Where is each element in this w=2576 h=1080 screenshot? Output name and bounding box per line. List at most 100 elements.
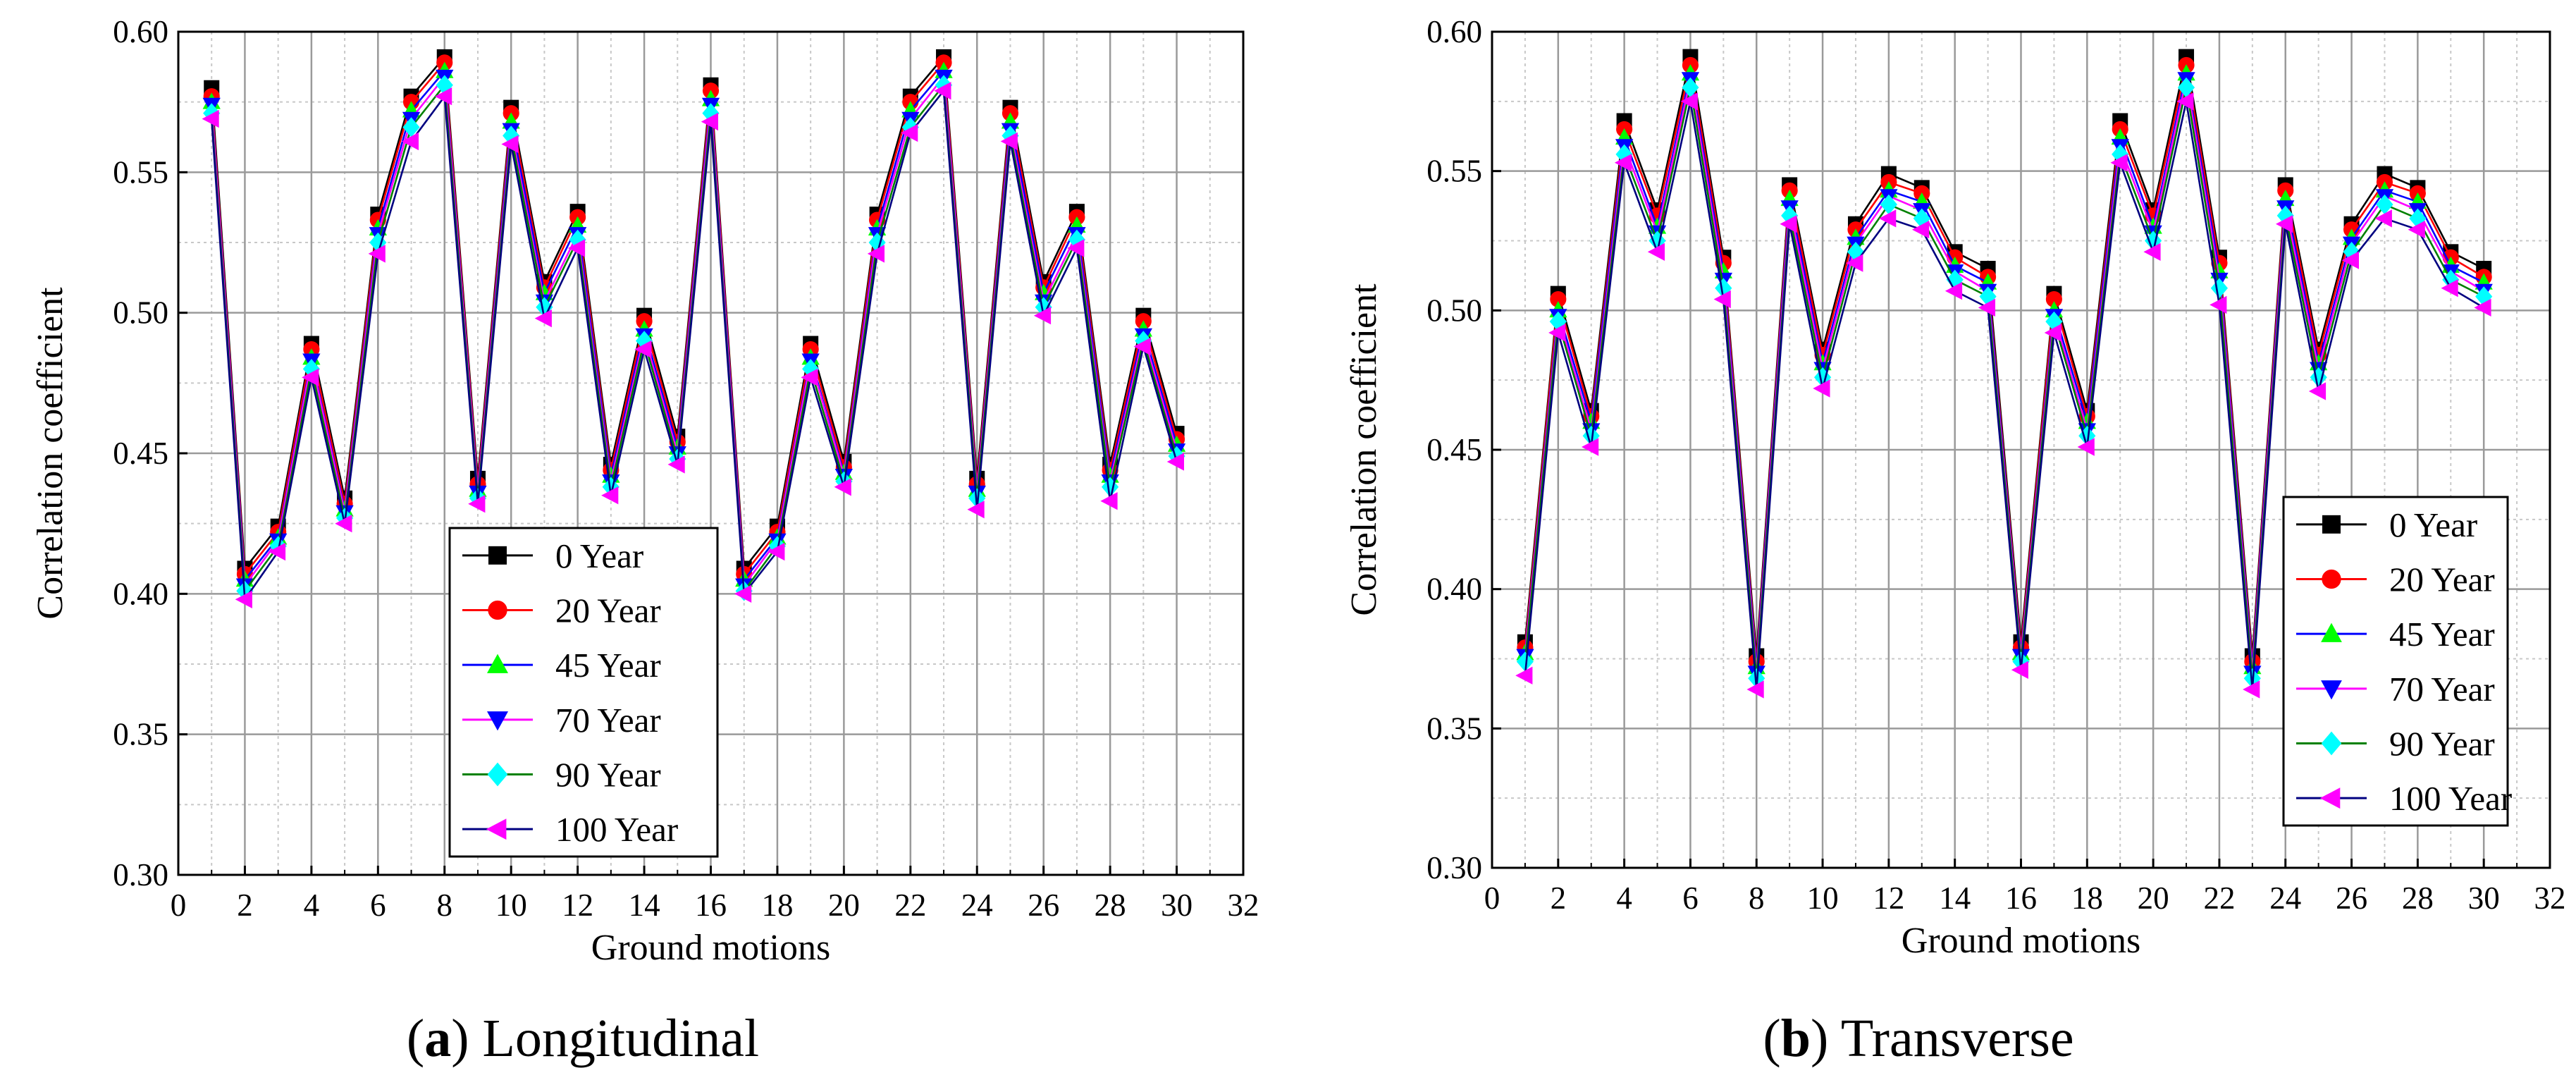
y-tick-label: 0.35 xyxy=(113,717,168,752)
data-point-100-year xyxy=(2110,154,2128,172)
data-point-100-year xyxy=(268,542,286,561)
x-tick-label: 26 xyxy=(1028,888,1059,923)
legend-label-90-year: 90 Year xyxy=(2389,725,2495,763)
data-point-100-year xyxy=(2374,209,2392,228)
data-point-100-year xyxy=(2474,298,2491,317)
data-point-90-year xyxy=(1002,125,1019,146)
x-tick-label: 4 xyxy=(304,888,320,923)
data-point-90-year xyxy=(402,117,420,137)
x-tick-label: 6 xyxy=(1682,880,1699,916)
data-point-100-year xyxy=(2044,324,2062,342)
data-point-100-year xyxy=(867,245,885,263)
legend-marker-45-year xyxy=(487,653,508,673)
x-tick-label: 16 xyxy=(2005,880,2037,916)
legend-a: 0 Year 20 Year 45 Year 70 Year 90 Year 100 Ye… xyxy=(448,527,719,858)
x-tick-label: 4 xyxy=(1616,880,1632,916)
data-point-90-year xyxy=(1781,205,1799,226)
y-tick-label: 0.50 xyxy=(1426,293,1482,328)
data-point-100-year xyxy=(2243,680,2260,699)
data-point-100-year xyxy=(1166,453,1184,471)
series-line-90-year xyxy=(210,82,1178,594)
caption-a: (a) Longitudinal xyxy=(407,1009,759,1068)
data-point-100-year xyxy=(1945,282,1963,300)
x-tick-label: 0 xyxy=(171,888,187,923)
x-tick-label: 12 xyxy=(562,888,593,923)
x-tick-label: 18 xyxy=(761,888,793,923)
data-point-100-year xyxy=(768,542,785,561)
legend-marker-90-year xyxy=(487,762,508,787)
data-point-100-year xyxy=(967,501,985,519)
x-tick-label: 32 xyxy=(1228,888,1259,923)
legend-label-90-year: 90 Year xyxy=(555,756,661,794)
x-tick-label: 24 xyxy=(961,888,993,923)
data-point-100-year xyxy=(667,455,685,474)
caption-b: (b) Transverse xyxy=(1763,1009,2073,1068)
data-point-90-year xyxy=(1880,194,1897,215)
series-line-45-year xyxy=(210,68,1178,582)
x-tick-label: 30 xyxy=(1161,888,1193,923)
legend-marker-100-year xyxy=(2319,787,2341,809)
data-point-90-year xyxy=(2112,144,2129,165)
x-tick-label: 22 xyxy=(2203,880,2235,916)
data-point-100-year xyxy=(468,495,486,513)
legend-marker-20-year xyxy=(488,600,507,620)
data-point-90-year xyxy=(569,229,586,250)
x-tick-label: 14 xyxy=(629,888,660,923)
y-axis-label: Correlation coefficient xyxy=(1344,283,1384,616)
data-point-100-year xyxy=(634,340,652,359)
data-point-100-year xyxy=(202,109,219,128)
data-point-100-year xyxy=(834,478,851,496)
x-axis-label: Ground motions xyxy=(591,928,830,968)
y-tick-label: 0.40 xyxy=(1426,572,1482,607)
y-tick-label: 0.45 xyxy=(1426,432,1482,467)
x-tick-label: 32 xyxy=(2534,880,2566,916)
data-point-100-year xyxy=(335,515,352,533)
series-100-year xyxy=(1515,92,2491,699)
y-tick-label: 0.55 xyxy=(1426,154,1482,189)
data-point-20-year xyxy=(1550,290,1567,308)
x-tick-label: 2 xyxy=(237,888,253,923)
x-tick-label: 14 xyxy=(1939,880,1971,916)
legend-label-20-year: 20 Year xyxy=(555,591,661,630)
data-point-100-year xyxy=(1582,438,1599,456)
legend-marker-70-year xyxy=(2321,680,2342,700)
data-point-100-year xyxy=(1548,324,1566,342)
x-tick-label: 28 xyxy=(2402,880,2434,916)
legend-label-70-year: 70 Year xyxy=(555,701,661,740)
data-point-100-year xyxy=(1746,680,1764,699)
x-tick-label: 0 xyxy=(1484,880,1500,916)
x-tick-label: 20 xyxy=(2138,880,2169,916)
data-point-100-year xyxy=(734,584,752,603)
legend-label-100-year: 100 Year xyxy=(2389,779,2512,818)
data-point-100-year xyxy=(1713,290,1731,309)
x-axis-label: Ground motions xyxy=(1902,921,2140,961)
data-point-100-year xyxy=(2408,221,2425,239)
data-point-100-year xyxy=(1912,221,1930,239)
data-point-100-year xyxy=(1780,215,1797,233)
data-point-90-year xyxy=(602,477,620,498)
series-20-year xyxy=(203,54,1185,582)
data-point-100-year xyxy=(1067,239,1085,257)
data-point-100-year xyxy=(1515,666,1533,685)
data-point-100-year xyxy=(501,135,519,154)
legend-marker-90-year xyxy=(2321,731,2342,756)
data-point-100-year xyxy=(701,112,718,131)
data-point-100-year xyxy=(2276,215,2293,233)
x-tick-label: 18 xyxy=(2071,880,2103,916)
data-point-100-year xyxy=(2143,243,2161,261)
data-point-90-year xyxy=(2409,208,2427,229)
data-point-100-year xyxy=(2077,438,2095,456)
data-point-90-year xyxy=(2177,77,2195,98)
x-tick-label: 8 xyxy=(1749,880,1765,916)
data-point-100-year xyxy=(1813,379,1830,398)
x-tick-label: 10 xyxy=(495,888,527,923)
x-tick-label: 22 xyxy=(894,888,926,923)
legend-label-70-year: 70 Year xyxy=(2389,670,2495,708)
data-point-100-year xyxy=(2210,295,2227,314)
data-point-90-year xyxy=(636,331,653,351)
data-point-100-year xyxy=(1033,307,1052,325)
data-point-20-year xyxy=(2045,290,2062,308)
legend-label-45-year: 45 Year xyxy=(555,646,661,685)
ticks-a: 0 2 4 6 8 10 12 14 16 18 20 22 24 26 28 30 320.300.350.4… xyxy=(113,14,1259,923)
